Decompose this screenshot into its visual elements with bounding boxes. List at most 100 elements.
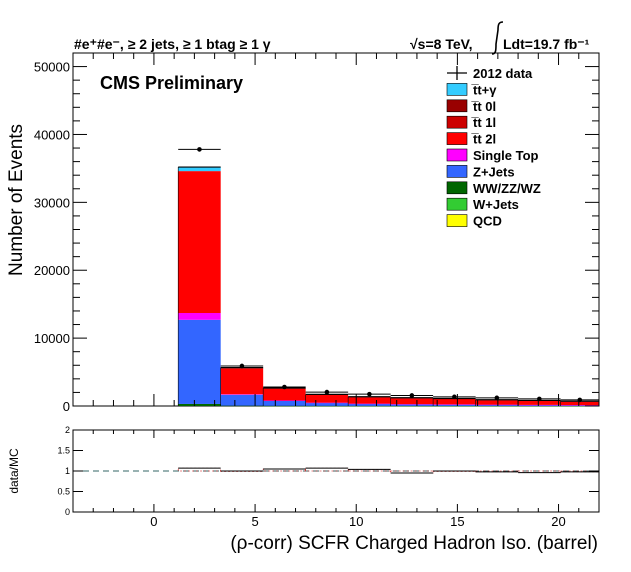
main-axes: 0 10000 20000 30000 40000 50000	[34, 52, 600, 414]
bar-segment	[305, 402, 349, 406]
bar-segment	[220, 394, 264, 395]
legend-label: QCD	[473, 214, 502, 229]
energy-label: √s=8 TeV,	[410, 36, 473, 52]
x-tick-label: 0	[150, 514, 157, 529]
bar-segment	[560, 405, 599, 407]
bar-segment	[475, 404, 519, 406]
bar-segment	[475, 404, 519, 406]
bar-segment	[178, 171, 221, 313]
selection-label: #e⁺#e⁻, ≥ 2 jets, ≥ 1 btag ≥ 1 γ	[74, 36, 271, 52]
legend-swatch	[446, 214, 468, 227]
main-plot-frame	[72, 52, 600, 407]
bar-segment	[178, 312, 221, 320]
legend-label: Single Top	[473, 148, 539, 163]
bar-segment	[305, 402, 349, 404]
ratio-y-tick-label: 2	[65, 425, 70, 435]
y-axis-label: Number of Events	[6, 124, 27, 276]
bar-segment	[390, 405, 434, 407]
bar-segment	[220, 394, 264, 406]
y-tick-label: 30000	[34, 195, 70, 210]
x-tick-label: 15	[450, 514, 464, 529]
x-tick-label: 5	[251, 514, 258, 529]
data-point	[494, 395, 500, 401]
legend-label: Z+Jets	[473, 164, 515, 179]
bar-segment	[348, 403, 391, 406]
data-point	[197, 147, 202, 152]
y-tick-label: 20000	[34, 263, 70, 278]
bar-segment	[390, 404, 434, 406]
bar-segment	[433, 404, 476, 405]
bar-segment	[518, 405, 561, 407]
bar-segment	[475, 405, 519, 407]
legend-swatch	[446, 197, 468, 211]
ratio-y-tick-label: 1	[65, 466, 70, 476]
cms-label: CMS Preliminary	[100, 73, 243, 93]
bar-segment	[433, 398, 476, 405]
legend-swatch	[446, 115, 468, 129]
ratio-content	[73, 467, 600, 474]
y-tick-label: 10000	[34, 331, 70, 346]
legend-swatch	[446, 83, 468, 96]
bar-segment	[220, 368, 264, 395]
lumi-label: Ldt=19.7 fb⁻¹	[503, 36, 590, 52]
legend-swatch	[446, 99, 468, 113]
bar-segment	[433, 404, 476, 406]
legend-label: t̅t 0l	[471, 99, 496, 114]
bar-segment	[475, 399, 519, 405]
y-tick-label: 50000	[34, 60, 70, 75]
x-tick-label: 20	[551, 514, 565, 529]
bar-segment	[348, 405, 391, 407]
x-tick-label: 10	[349, 514, 363, 529]
bar-segment	[518, 404, 561, 406]
bar-segment	[263, 400, 306, 402]
data-point	[452, 394, 457, 400]
bar-segment	[348, 396, 391, 404]
legend-swatch	[446, 148, 468, 162]
y-tick-label: 40000	[34, 127, 70, 142]
bar-segment	[263, 388, 306, 401]
bar-segment	[305, 405, 349, 407]
bar-segment	[518, 400, 561, 405]
bar-segment	[178, 403, 221, 406]
data-point	[367, 391, 372, 397]
bar-segment	[390, 397, 434, 405]
bar-segment	[263, 405, 306, 407]
bar-segment	[390, 404, 434, 405]
legend-label: W+Jets	[473, 197, 519, 212]
bar-segment	[433, 405, 476, 407]
bar-segment	[518, 404, 561, 406]
bar-segment	[178, 319, 221, 404]
y-tick-label: 0	[63, 399, 70, 414]
legend-swatch	[446, 132, 468, 145]
ratio-y-tick-label: 1.5	[57, 446, 70, 456]
legend-label: 2012 data	[473, 66, 533, 81]
integral-icon	[491, 21, 504, 55]
bar-segment	[560, 401, 599, 406]
data-point	[537, 396, 542, 402]
bar-segment	[263, 400, 306, 406]
legend-swatch	[446, 165, 468, 178]
bar-segment	[220, 405, 264, 407]
legend-label: t̅t 2l	[471, 132, 496, 147]
legend-label: WW/ZZ/WZ	[473, 181, 541, 196]
data-point	[409, 393, 415, 398]
data-point	[282, 384, 287, 390]
data-point	[577, 397, 583, 403]
legend-label: t̅t+γ	[471, 82, 497, 97]
ratio-y-axis-label: data/MC	[7, 448, 21, 494]
legend-swatch	[446, 181, 468, 195]
x-axis-label: (ρ-corr) SCFR Charged Hadron Iso. (barre…	[230, 533, 598, 554]
data-point	[239, 363, 245, 369]
ratio-y-tick-label: 0	[65, 507, 70, 517]
bar-segment	[348, 403, 391, 405]
ratio-y-tick-label: 0.5	[57, 487, 70, 497]
bar-segment	[305, 394, 349, 403]
bar-segment	[178, 167, 221, 172]
ratio-axes: 00.511.520 5 10 15 20	[57, 425, 600, 529]
bar-segment	[560, 405, 599, 406]
stacked-bars	[177, 166, 599, 407]
data-points	[178, 147, 599, 403]
data-point	[324, 389, 330, 395]
